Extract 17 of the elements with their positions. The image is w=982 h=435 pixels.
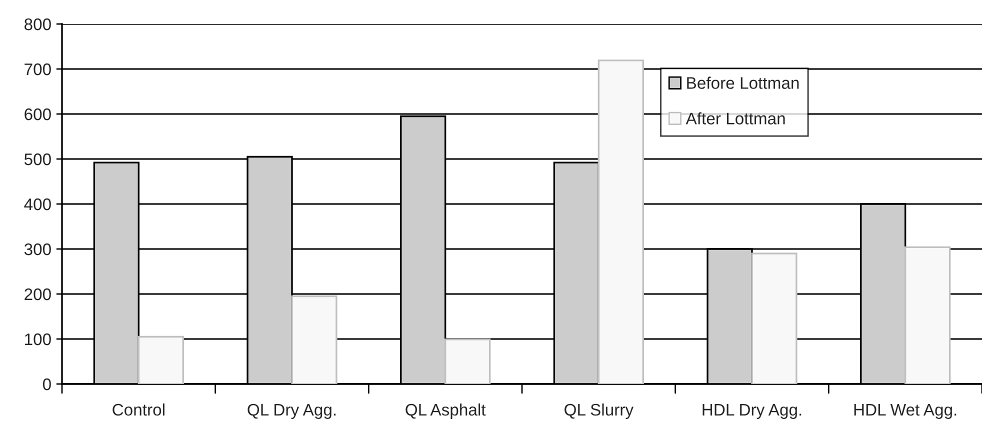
y-tick-label: 600 xyxy=(24,108,51,120)
legend-label: After Lottman xyxy=(686,112,785,124)
x-tick-label: HDL Dry Agg. xyxy=(702,404,802,419)
y-tick-label: 700 xyxy=(24,63,51,76)
y-tick-label: 500 xyxy=(24,153,51,166)
y-tick-label: 0 xyxy=(42,378,51,390)
y-tick-label: 200 xyxy=(24,288,51,300)
x-tick-label: QL Asphalt xyxy=(406,403,486,419)
legend-label: Before Lottman xyxy=(687,76,799,89)
y-tick-label: 800 xyxy=(24,18,51,30)
x-tick-label: QL Dry Agg. xyxy=(248,404,336,419)
x-tick-label: HDL Wet Agg. xyxy=(854,404,956,419)
x-tick-label: QL Slurry xyxy=(564,403,634,419)
x-tick-label: Control xyxy=(112,403,164,416)
y-tick-label: 400 xyxy=(24,198,51,210)
y-tick-label: 100 xyxy=(25,333,51,346)
y-tick-label: 300 xyxy=(24,243,51,256)
